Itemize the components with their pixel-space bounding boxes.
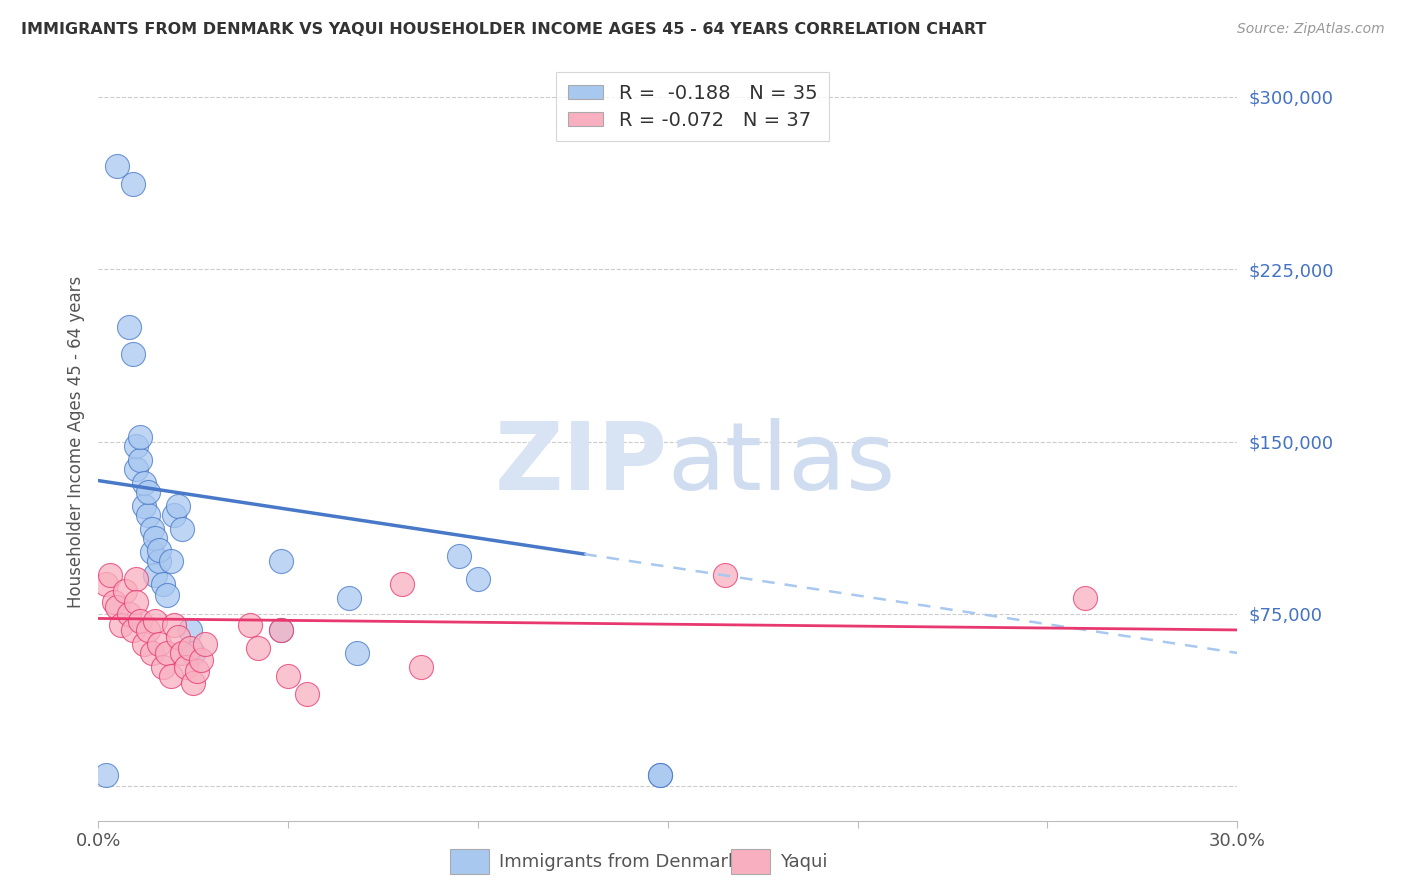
- Point: [141, 545, 163, 559]
- Point: [132, 475, 155, 490]
- Point: [152, 577, 174, 591]
- Point: [121, 347, 143, 361]
- Point: [114, 583, 136, 598]
- Point: [270, 623, 292, 637]
- Point: [183, 646, 205, 660]
- Point: [277, 669, 299, 683]
- Point: [148, 542, 170, 557]
- Y-axis label: Householder Income Ages 45 - 64 years: Householder Income Ages 45 - 64 years: [66, 276, 84, 607]
- Point: [132, 499, 155, 513]
- Point: [107, 159, 129, 173]
- Point: [163, 508, 186, 522]
- Point: [239, 618, 262, 632]
- Point: [194, 637, 217, 651]
- Point: [650, 767, 672, 781]
- Point: [449, 549, 471, 564]
- Point: [129, 453, 152, 467]
- Point: [467, 573, 489, 587]
- Point: [125, 439, 148, 453]
- Point: [107, 599, 129, 614]
- Text: atlas: atlas: [668, 418, 896, 510]
- Point: [714, 567, 737, 582]
- Point: [148, 637, 170, 651]
- Point: [136, 623, 159, 637]
- Point: [136, 485, 159, 500]
- Point: [145, 614, 167, 628]
- Point: [125, 573, 148, 587]
- Point: [1074, 591, 1097, 605]
- Point: [156, 589, 179, 603]
- Point: [337, 591, 360, 605]
- Text: Source: ZipAtlas.com: Source: ZipAtlas.com: [1237, 22, 1385, 37]
- Point: [94, 577, 117, 591]
- Point: [141, 522, 163, 536]
- Point: [270, 554, 292, 568]
- Point: [270, 623, 292, 637]
- Point: [94, 767, 117, 781]
- Text: ZIP: ZIP: [495, 418, 668, 510]
- Point: [118, 319, 141, 334]
- Point: [145, 531, 167, 545]
- Point: [186, 665, 208, 679]
- Point: [136, 508, 159, 522]
- Point: [148, 554, 170, 568]
- Point: [167, 499, 190, 513]
- Point: [179, 641, 201, 656]
- Point: [141, 646, 163, 660]
- Point: [129, 614, 152, 628]
- Point: [179, 623, 201, 637]
- Point: [650, 767, 672, 781]
- Point: [103, 595, 125, 609]
- Point: [190, 653, 212, 667]
- Point: [145, 567, 167, 582]
- Point: [132, 637, 155, 651]
- Point: [159, 554, 181, 568]
- Point: [411, 659, 433, 673]
- Point: [170, 646, 193, 660]
- Point: [174, 659, 197, 673]
- Point: [98, 567, 121, 582]
- Point: [246, 641, 269, 656]
- Point: [163, 618, 186, 632]
- Point: [129, 430, 152, 444]
- Text: Immigrants from Denmark: Immigrants from Denmark: [499, 853, 738, 871]
- Point: [118, 607, 141, 621]
- Point: [391, 577, 413, 591]
- Point: [297, 687, 319, 701]
- Point: [121, 623, 143, 637]
- Point: [346, 646, 368, 660]
- Text: Yaqui: Yaqui: [780, 853, 828, 871]
- Point: [125, 595, 148, 609]
- Point: [125, 462, 148, 476]
- Text: IMMIGRANTS FROM DENMARK VS YAQUI HOUSEHOLDER INCOME AGES 45 - 64 YEARS CORRELATI: IMMIGRANTS FROM DENMARK VS YAQUI HOUSEHO…: [21, 22, 987, 37]
- Point: [156, 646, 179, 660]
- Legend: R =  -0.188   N = 35, R = -0.072   N = 37: R = -0.188 N = 35, R = -0.072 N = 37: [557, 72, 830, 141]
- Point: [183, 675, 205, 690]
- Point: [110, 618, 132, 632]
- Point: [152, 659, 174, 673]
- Point: [170, 522, 193, 536]
- Point: [159, 669, 181, 683]
- Point: [121, 178, 143, 192]
- Point: [167, 630, 190, 644]
